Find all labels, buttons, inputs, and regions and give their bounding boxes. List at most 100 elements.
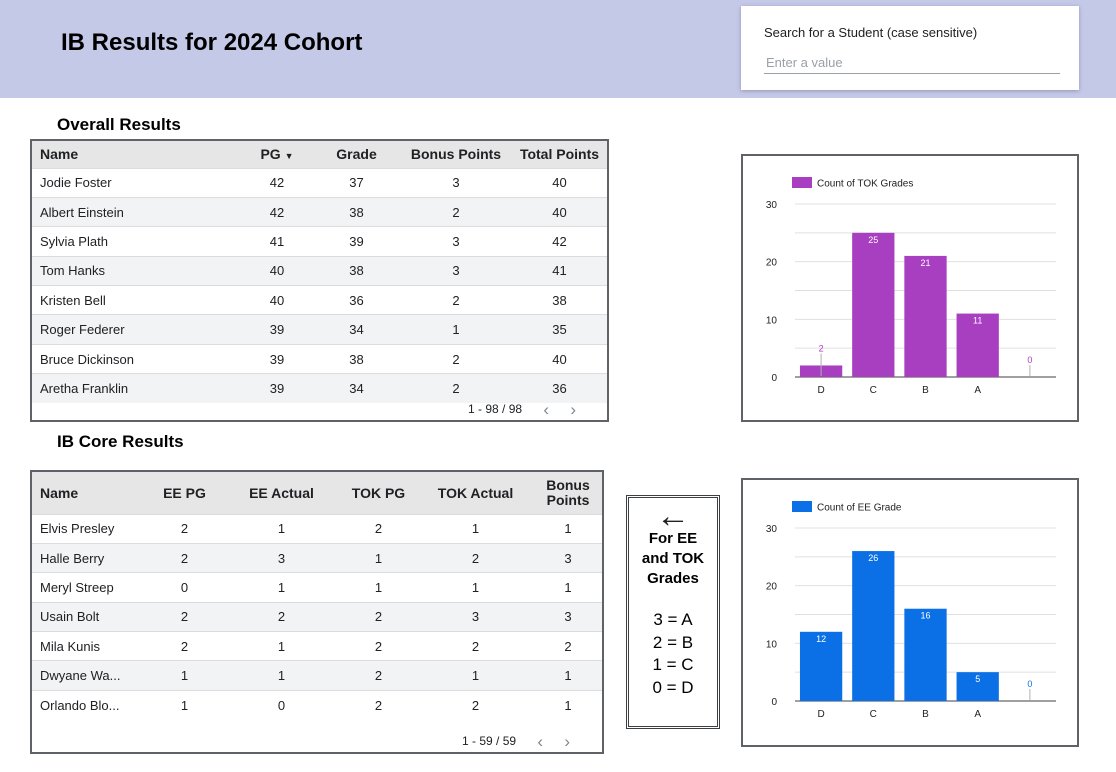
student-name-cell: Albert Einstein (32, 196, 241, 227)
value-cell: 0 (146, 572, 223, 603)
column-header-ee-pg[interactable]: EE PG (146, 472, 223, 514)
student-name-cell: Halle Berry (32, 542, 146, 573)
value-cell: 2 (400, 285, 512, 315)
core-results-table: Name EE PG EE Actual TOK PG TOK Actual B… (30, 470, 604, 754)
value-cell: 41 (512, 255, 607, 286)
column-header-name[interactable]: Name (32, 141, 241, 168)
value-cell: 1 (417, 660, 534, 691)
y-tick-label: 0 (771, 697, 777, 708)
student-name-cell: Kristen Bell (32, 285, 241, 315)
student-name-cell: Sylvia Plath (32, 226, 241, 257)
core-pagination: 1 - 59 / 59 ‹ › (462, 732, 570, 752)
value-cell: 1 (223, 513, 340, 544)
value-cell: 2 (340, 631, 417, 661)
page-title: IB Results for 2024 Cohort (61, 29, 363, 56)
column-header-grade[interactable]: Grade (313, 141, 400, 168)
table-row[interactable]: Mila Kunis 2 1 2 2 2 (32, 631, 602, 661)
value-cell: 38 (512, 285, 607, 315)
student-name-cell: Orlando Blo... (32, 689, 146, 720)
value-cell: 2 (146, 631, 223, 661)
value-cell: 3 (417, 601, 534, 632)
value-cell: 42 (241, 167, 313, 198)
search-input[interactable] (764, 51, 1060, 74)
data-label: 2 (819, 343, 824, 353)
value-cell: 1 (417, 572, 534, 603)
column-header-pg[interactable]: PG ▼ (241, 141, 313, 168)
value-cell: 3 (223, 542, 340, 573)
legend-swatch (792, 501, 812, 512)
student-name-cell: Tom Hanks (32, 255, 241, 286)
student-name-cell: Elvis Presley (32, 513, 146, 544)
value-cell: 0 (223, 689, 340, 720)
student-search-control: Search for a Student (case sensitive) (741, 6, 1079, 90)
student-name-cell: Jodie Foster (32, 167, 241, 198)
table-row[interactable]: Bruce Dickinson 39 38 2 40 (32, 343, 607, 374)
value-cell: 2 (340, 660, 417, 691)
table-row[interactable]: Aretha Franklin 39 34 2 36 (32, 373, 607, 404)
student-name-cell: Bruce Dickinson (32, 343, 241, 374)
column-header-name[interactable]: Name (32, 472, 146, 514)
value-cell: 2 (223, 601, 340, 632)
value-cell: 39 (241, 343, 313, 374)
value-cell: 2 (340, 689, 417, 720)
data-label: 0 (1027, 679, 1032, 689)
table-row[interactable]: Albert Einstein 42 38 2 40 (32, 196, 607, 227)
column-header-bonus-points[interactable]: Bonus Points (400, 141, 512, 168)
x-tick-label: B (922, 709, 929, 720)
previous-page-icon[interactable]: ‹ (543, 400, 550, 419)
column-header-total-points[interactable]: Total Points (512, 141, 607, 168)
value-cell: 34 (313, 314, 400, 345)
value-cell: 39 (241, 314, 313, 345)
table-row[interactable]: Meryl Streep 0 1 1 1 1 (32, 572, 602, 603)
data-label: 25 (868, 235, 878, 245)
value-cell: 1 (417, 513, 534, 544)
column-header-tok-actual[interactable]: TOK Actual (417, 472, 534, 514)
value-cell: 40 (512, 196, 607, 227)
x-tick-label: D (817, 709, 824, 720)
value-cell: 2 (146, 513, 223, 544)
table-row[interactable]: Halle Berry 2 3 1 2 3 (32, 542, 602, 573)
table-row[interactable]: Roger Federer 39 34 1 35 (32, 314, 607, 345)
table-row[interactable]: Orlando Blo... 1 0 2 2 1 (32, 689, 602, 720)
value-cell: 3 (534, 542, 602, 573)
value-cell: 2 (400, 196, 512, 227)
value-cell: 1 (534, 513, 602, 544)
y-tick-label: 0 (771, 373, 777, 384)
value-cell: 37 (313, 167, 400, 198)
next-page-icon[interactable]: › (564, 732, 571, 751)
value-cell: 36 (313, 285, 400, 315)
table-row[interactable]: Kristen Bell 40 36 2 38 (32, 285, 607, 315)
value-cell: 2 (400, 373, 512, 404)
value-cell: 40 (241, 285, 313, 315)
tok-grades-bar-chart: Count of TOK Grades 0 10 20 30 2 D 25 C 21 B 11 A 0 (766, 177, 1056, 396)
column-header-tok-pg[interactable]: TOK PG (340, 472, 417, 514)
next-page-icon[interactable]: › (570, 400, 577, 419)
column-header-ee-actual[interactable]: EE Actual (223, 472, 340, 514)
data-label: 16 (920, 611, 930, 621)
x-tick-label: D (817, 385, 824, 396)
value-cell: 1 (534, 689, 602, 720)
table-row[interactable]: Elvis Presley 2 1 2 1 1 (32, 513, 602, 544)
table-row[interactable]: Usain Bolt 2 2 2 3 3 (32, 601, 602, 632)
value-cell: 1 (223, 572, 340, 603)
core-results-title: IB Core Results (57, 432, 184, 451)
table-row[interactable]: Dwyane Wa... 1 1 2 1 1 (32, 660, 602, 691)
table-row[interactable]: Tom Hanks 40 38 3 41 (32, 255, 607, 286)
overall-pagination: 1 - 98 / 98 ‹ › (468, 400, 576, 420)
table-row[interactable]: Sylvia Plath 41 39 3 42 (32, 226, 607, 257)
column-header-bonus-points[interactable]: Bonus Points (534, 472, 602, 514)
grade-key-heading: For EE and TOK Grades (641, 530, 705, 587)
x-tick-label: B (922, 385, 929, 396)
table-row[interactable]: Jodie Foster 42 37 3 40 (32, 167, 607, 198)
value-cell: 2 (146, 601, 223, 632)
value-cell: 38 (313, 343, 400, 374)
value-cell: 35 (512, 314, 607, 345)
bar (956, 313, 999, 377)
x-tick-label: A (974, 709, 981, 720)
value-cell: 1 (146, 660, 223, 691)
overall-results-table: Name PG ▼ Grade Bonus Points Total Point… (30, 139, 609, 422)
value-cell: 34 (313, 373, 400, 404)
previous-page-icon[interactable]: ‹ (537, 732, 544, 751)
value-cell: 3 (400, 167, 512, 198)
data-label: 0 (1027, 355, 1032, 365)
